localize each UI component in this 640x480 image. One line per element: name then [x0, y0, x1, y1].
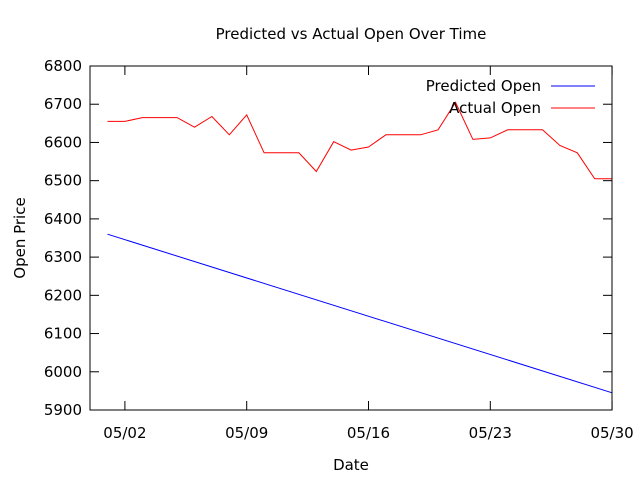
x-axis-label: Date: [333, 456, 369, 474]
plot-frame: [89, 65, 613, 411]
y-tick-label: 6400: [44, 210, 82, 228]
y-tick-label: 6100: [44, 325, 82, 343]
series-lines: [107, 101, 613, 394]
x-tick-label: 05/30: [590, 424, 633, 442]
x-tick-label: 05/02: [103, 424, 146, 442]
y-tick-label: 6800: [44, 57, 82, 75]
series-line: [107, 233, 613, 394]
y-tick-label: 6700: [44, 95, 82, 113]
y-tick-label: 6500: [44, 172, 82, 190]
axis-ticks: 5900 6000 6100 6200 6300 6400 6500 6600 6700 6800…: [44, 57, 634, 442]
legend-label: Actual Open: [449, 99, 541, 117]
legend-label: Predicted Open: [426, 77, 541, 95]
y-tick-label: 6300: [44, 248, 82, 266]
x-tick-label: 05/23: [469, 424, 512, 442]
legend: Predicted Open Actual Open: [426, 77, 595, 117]
x-tick-label: 05/09: [225, 424, 268, 442]
y-axis-label: Open Price: [11, 197, 29, 278]
y-tick-label: 5900: [44, 401, 82, 419]
x-tick-label: 05/16: [347, 424, 390, 442]
chart-title: Predicted vs Actual Open Over Time: [216, 25, 487, 43]
y-tick-label: 6600: [44, 133, 82, 151]
y-tick-label: 6200: [44, 286, 82, 304]
y-tick-label: 6000: [44, 363, 82, 381]
series-line: [107, 101, 613, 180]
